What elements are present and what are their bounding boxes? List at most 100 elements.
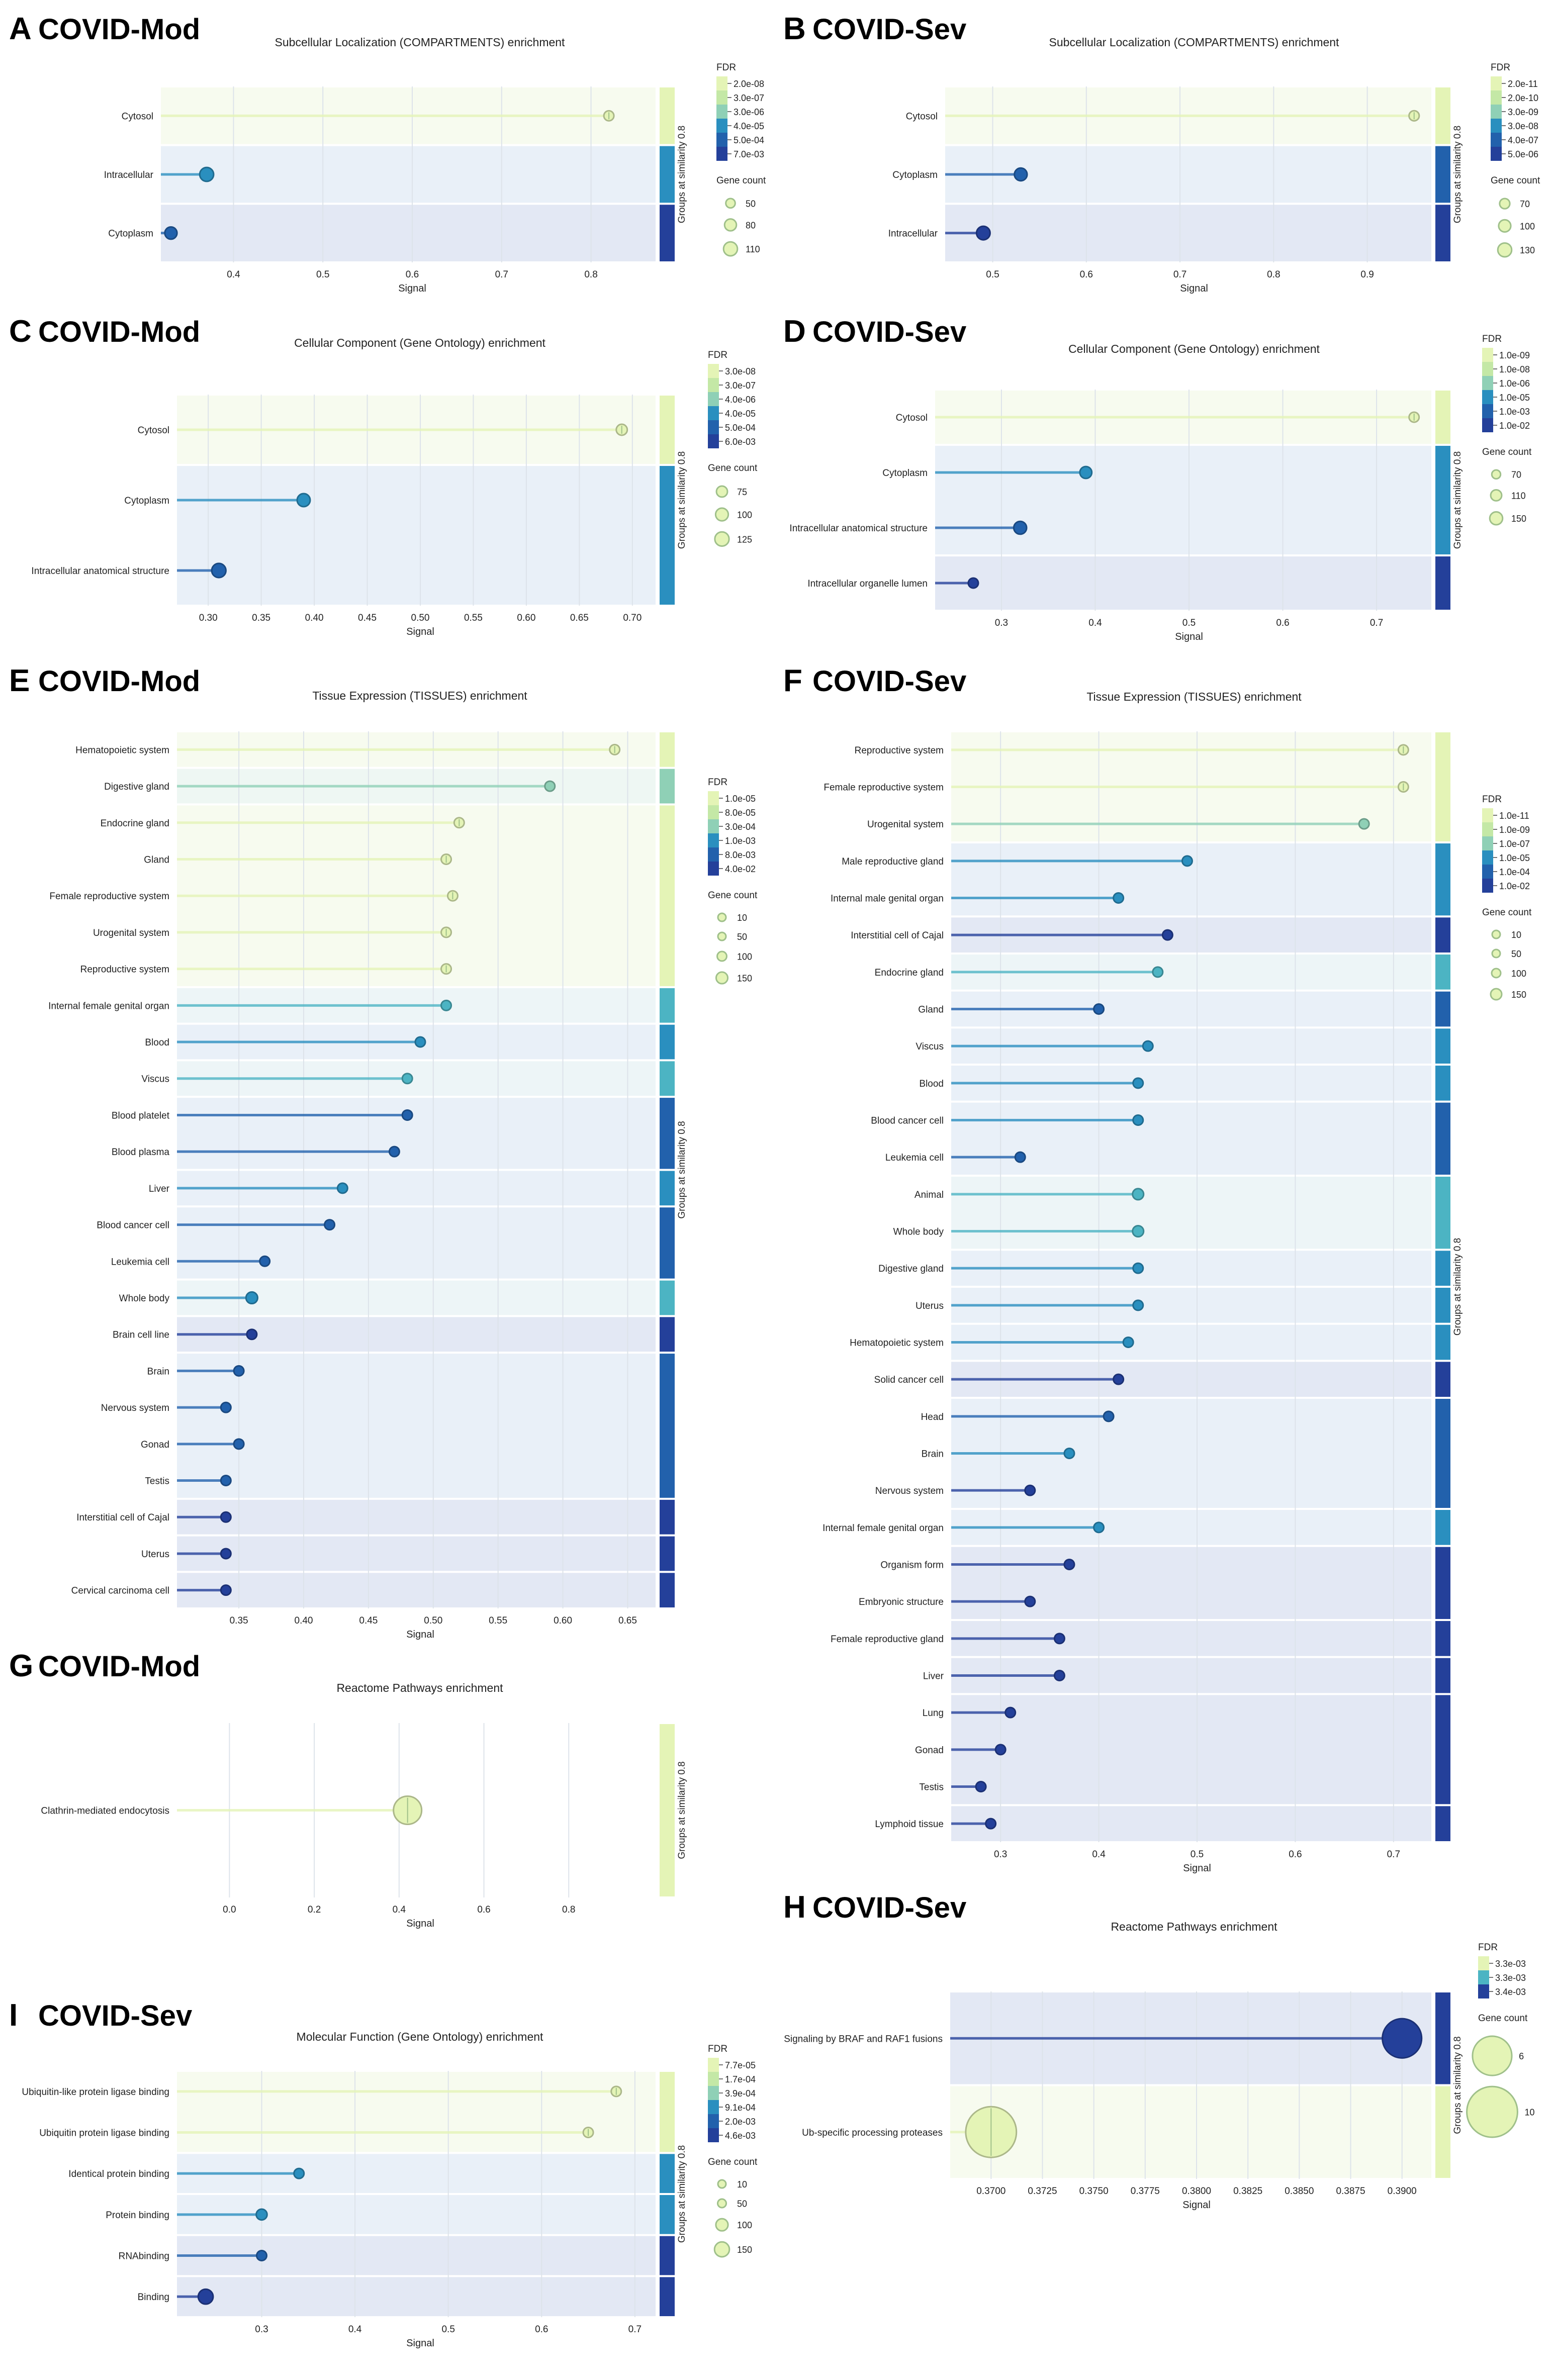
group-color-bar xyxy=(1435,1066,1450,1101)
group-color-bar xyxy=(1435,917,1450,953)
group-color-bar xyxy=(660,1098,675,1169)
row-label: Urogenital system xyxy=(93,928,169,938)
x-tick-label: 0.7 xyxy=(628,2324,642,2335)
fdr-legend-label: 1.0e-04 xyxy=(1499,867,1530,877)
x-tick-label: 0.3825 xyxy=(1233,2186,1262,2197)
fdr-legend-label: 3.0e-07 xyxy=(725,380,756,391)
chart-title: Tissue Expression (TISSUES) enrichment xyxy=(1086,690,1302,703)
group-color-bar xyxy=(1435,1510,1450,1545)
x-tick-label: 0.6 xyxy=(1080,269,1093,280)
fdr-legend-swatch xyxy=(708,833,719,847)
row-label: Organism form xyxy=(880,1560,944,1571)
row-label: Intracellular anatomical structure xyxy=(31,566,169,577)
x-tick-label: 0.55 xyxy=(489,1615,507,1626)
lollipop-point xyxy=(994,1744,1007,1756)
group-color-bar xyxy=(1435,1992,1450,2084)
row-label: Cytoplasm xyxy=(108,229,153,239)
gene-count-legend-circle xyxy=(1491,929,1501,939)
gene-count-legend-circle xyxy=(715,2218,729,2232)
row-label: RNAbinding xyxy=(119,2251,169,2262)
fdr-legend-label: 1.0e-05 xyxy=(1499,393,1530,403)
gene-count-legend-title: Gene count xyxy=(1482,447,1532,457)
lollipop-point xyxy=(1358,818,1370,830)
fdr-legend-swatch xyxy=(708,378,719,392)
gene-count-legend-label: 110 xyxy=(1511,491,1526,501)
row-label: Intracellular anatomical structure xyxy=(789,523,928,534)
row-label: Ubiquitin protein ligase binding xyxy=(39,2128,169,2139)
fdr-legend-label: 6.0e-03 xyxy=(725,437,756,447)
gene-count-legend-label: 100 xyxy=(737,510,752,520)
panel-d: D COVID-Sev Cellular Component (Gene Ontol… xyxy=(783,314,1532,642)
x-tick-label: 0.45 xyxy=(358,613,377,623)
row-label: Blood xyxy=(919,1079,944,1089)
group-color-bar xyxy=(660,988,675,1023)
group-band xyxy=(177,2277,656,2316)
fdr-legend-label: 1.0e-02 xyxy=(1499,881,1530,891)
panel-letter: H xyxy=(783,1890,806,1925)
group-band xyxy=(951,1547,1431,1619)
x-tick-label: 0.50 xyxy=(411,613,430,623)
row-label: Cytosol xyxy=(138,425,169,436)
group-color-bar xyxy=(1435,1399,1450,1508)
lollipop-point xyxy=(1113,892,1125,904)
fdr-legend-swatch xyxy=(1482,404,1493,418)
fdr-legend-label: 1.0e-09 xyxy=(1499,350,1530,360)
fdr-legend-title: FDR xyxy=(716,62,736,73)
gene-count-legend-title: Gene count xyxy=(716,175,766,186)
x-tick-label: 0.3 xyxy=(255,2324,268,2335)
panel-letter: C xyxy=(9,314,32,349)
group-band xyxy=(951,1695,1431,1804)
fdr-legend-label: 4.0e-07 xyxy=(1508,135,1538,145)
gene-count-legend-label: 100 xyxy=(737,951,752,962)
group-band xyxy=(161,146,656,203)
fdr-legend-swatch xyxy=(1482,850,1493,865)
gene-count-legend-circle xyxy=(716,950,727,962)
fdr-legend-swatch xyxy=(716,147,727,161)
lollipop-point xyxy=(220,1584,232,1596)
fdr-legend-swatch xyxy=(1491,105,1502,119)
gene-count-legend-circle xyxy=(1466,2085,1518,2138)
chart-title: Tissue Expression (TISSUES) enrichment xyxy=(312,689,527,702)
group-band xyxy=(177,466,656,605)
x-tick-label: 0.6 xyxy=(406,269,419,280)
x-tick-label: 0.7 xyxy=(1370,618,1383,628)
row-label: Identical protein binding xyxy=(68,2169,169,2179)
gene-count-legend-circle xyxy=(725,198,736,209)
fdr-legend-title: FDR xyxy=(1491,62,1510,73)
group-color-bar xyxy=(1435,1251,1450,1286)
lollipop-point xyxy=(220,1475,232,1487)
x-tick-label: 0.2 xyxy=(308,1905,321,1915)
row-label: Cytoplasm xyxy=(882,468,928,479)
panel-title: COVID-Sev xyxy=(38,2000,192,2032)
lollipop-point xyxy=(1132,1262,1144,1274)
fdr-legend-label: 9.1e-04 xyxy=(725,2103,756,2113)
gene-count-legend-label: 10 xyxy=(737,2179,747,2189)
gene-count-legend-circle xyxy=(1491,469,1502,480)
gene-count-legend-circle xyxy=(1498,219,1512,233)
lollipop-point xyxy=(1181,855,1193,867)
lollipop-point xyxy=(197,2288,214,2305)
row-label: Intracellular organelle lumen xyxy=(807,579,928,589)
lollipop-point xyxy=(199,166,215,182)
fdr-legend-swatch xyxy=(1478,1956,1489,1970)
x-tick-label: 0.40 xyxy=(305,613,324,623)
row-label: Uterus xyxy=(916,1301,944,1311)
chart-title: Reactome Pathways enrichment xyxy=(336,1681,503,1694)
group-color-bar xyxy=(1435,146,1450,203)
row-label: Reproductive system xyxy=(855,745,944,756)
group-band xyxy=(951,1102,1431,1175)
x-tick-label: 0.7 xyxy=(1387,1849,1400,1860)
x-tick-label: 0.5 xyxy=(986,269,999,280)
x-tick-label: 0.35 xyxy=(252,613,270,623)
group-color-bar xyxy=(660,732,675,767)
fdr-legend-swatch xyxy=(1482,808,1493,822)
row-label: Leukemia cell xyxy=(885,1153,944,1163)
row-label: Intracellular xyxy=(888,229,938,239)
gene-count-legend-label: 150 xyxy=(737,2245,752,2255)
lollipop-point xyxy=(1024,1595,1036,1607)
fdr-legend-swatch xyxy=(708,2100,719,2114)
group-band xyxy=(177,1098,656,1169)
fdr-legend-label: 8.0e-03 xyxy=(725,850,756,860)
lollipop-point xyxy=(220,1548,232,1560)
